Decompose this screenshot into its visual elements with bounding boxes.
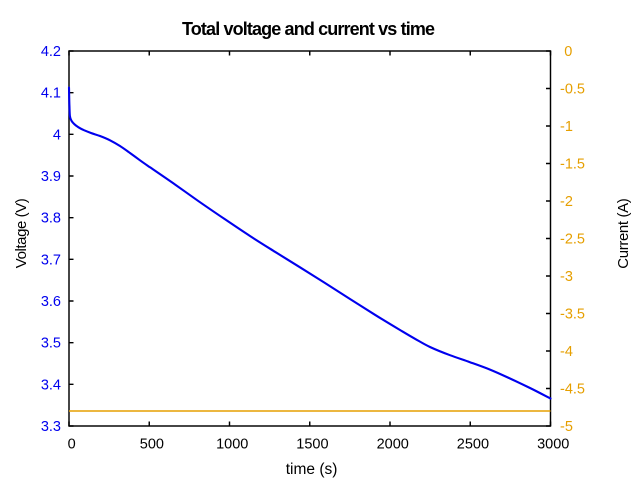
- svg-text:4: 4: [53, 127, 61, 143]
- svg-text:3.3: 3.3: [41, 419, 61, 435]
- svg-text:-3.5: -3.5: [560, 307, 585, 323]
- svg-text:3.6: 3.6: [41, 294, 61, 310]
- svg-text:-0.5: -0.5: [560, 82, 585, 98]
- svg-text:3.4: 3.4: [41, 377, 61, 393]
- svg-text:time (s): time (s): [286, 461, 338, 478]
- svg-text:-1: -1: [560, 119, 573, 135]
- svg-text:4.1: 4.1: [41, 86, 61, 102]
- svg-text:-4.5: -4.5: [560, 382, 585, 398]
- svg-text:-2: -2: [560, 194, 573, 210]
- svg-text:-1.5: -1.5: [560, 157, 585, 173]
- svg-text:2500: 2500: [457, 436, 489, 452]
- svg-text:-2.5: -2.5: [560, 232, 585, 248]
- svg-text:1000: 1000: [216, 436, 248, 452]
- svg-text:500: 500: [140, 436, 164, 452]
- svg-text:3000: 3000: [537, 436, 569, 452]
- svg-text:Voltage (V): Voltage (V): [13, 198, 30, 268]
- svg-text:1500: 1500: [296, 436, 328, 452]
- svg-text:0: 0: [68, 436, 76, 452]
- svg-text:-3: -3: [560, 269, 573, 285]
- svg-text:4.2: 4.2: [41, 44, 61, 60]
- svg-text:2000: 2000: [377, 436, 409, 452]
- svg-text:-5: -5: [560, 419, 573, 435]
- svg-text:-4: -4: [560, 344, 573, 360]
- svg-text:3.7: 3.7: [41, 252, 61, 268]
- svg-text:Total voltage and current vs t: Total voltage and current vs time: [182, 19, 435, 39]
- svg-text:3.5: 3.5: [41, 336, 61, 352]
- svg-text:Current (A): Current (A): [615, 198, 632, 269]
- svg-text:3.8: 3.8: [41, 211, 61, 227]
- svg-text:0: 0: [564, 44, 572, 60]
- svg-text:3.9: 3.9: [41, 169, 61, 185]
